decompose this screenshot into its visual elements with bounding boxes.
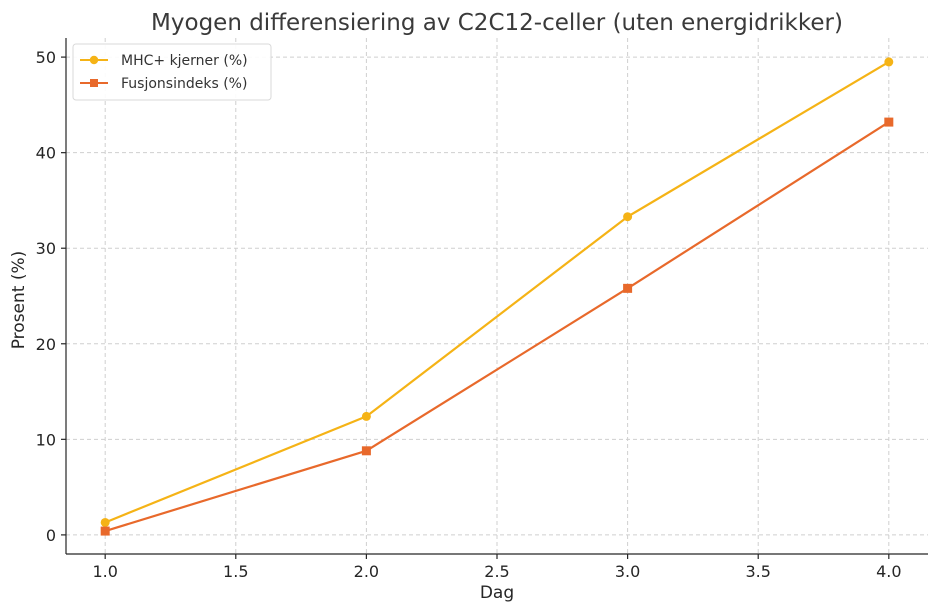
series-fusjon <box>100 117 894 536</box>
legend-marker-fusjon <box>90 79 98 87</box>
series-line <box>104 60 890 524</box>
y-tick-label: 40 <box>36 144 56 163</box>
data-point <box>623 212 633 222</box>
data-point <box>100 526 110 536</box>
y-tick-label: 50 <box>36 48 56 67</box>
series-line <box>104 121 890 533</box>
data-point <box>361 446 371 456</box>
y-tick-label: 20 <box>36 335 56 354</box>
legend-box <box>72 43 272 101</box>
legend: MHC+ kjerner (%) Fusjonsindeks (%) <box>72 43 272 101</box>
series-mhc <box>100 57 894 527</box>
x-tick-label: 1.0 <box>92 562 117 581</box>
legend-item-mhc: MHC+ kjerner (%) <box>80 53 248 69</box>
y-tick-label: 30 <box>36 239 56 258</box>
x-tick-label: 2.5 <box>484 562 509 581</box>
legend-label-fusjon: Fusjonsindeks (%) <box>121 76 247 92</box>
legend-item-fusjon: Fusjonsindeks (%) <box>80 76 247 92</box>
data-point <box>100 517 110 527</box>
data-point <box>623 283 633 293</box>
data-point <box>361 411 371 421</box>
x-tick-label: 2.0 <box>354 562 379 581</box>
x-tick-label: 3.5 <box>745 562 770 581</box>
x-tick-label: 3.0 <box>615 562 640 581</box>
data-point <box>884 117 894 127</box>
x-ticks: 1.0 1.5 2.0 2.5 3.0 3.5 4.0 <box>92 554 902 581</box>
y-ticks: 0 10 20 30 40 50 <box>36 48 66 545</box>
series <box>100 57 894 536</box>
x-tick-label: 1.5 <box>223 562 248 581</box>
legend-marker-mhc <box>89 55 99 65</box>
y-tick-label: 0 <box>46 526 56 545</box>
x-tick-label: 4.0 <box>876 562 901 581</box>
x-axis-title: Dag <box>480 583 514 603</box>
data-point <box>884 57 894 67</box>
legend-label-mhc: MHC+ kjerner (%) <box>121 53 248 69</box>
y-tick-label: 10 <box>36 430 56 449</box>
chart-title: Myogen differensiering av C2C12-celler (… <box>151 10 843 36</box>
y-axis-title: Prosent (%) <box>9 251 29 350</box>
